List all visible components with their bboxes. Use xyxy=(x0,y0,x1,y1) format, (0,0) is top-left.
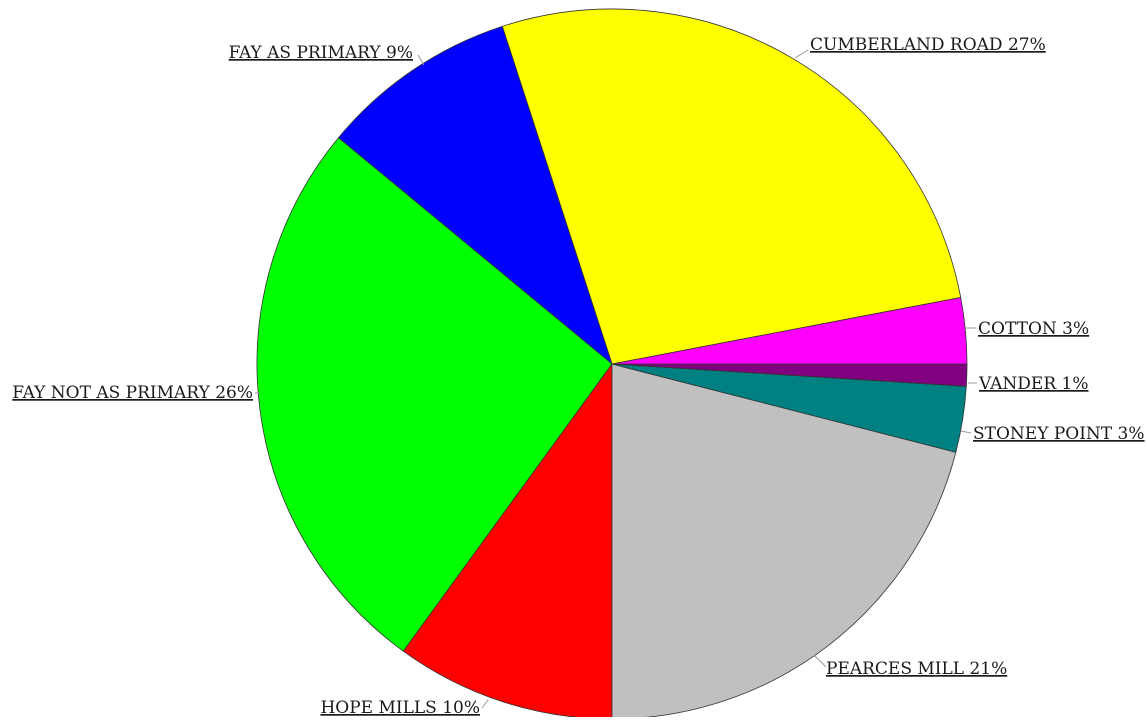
pie-slice-fay-not-as-primary xyxy=(256,137,613,652)
pie-slice-cotton xyxy=(611,297,968,365)
slice-label-fay-as-primary: FAY AS PRIMARY 9% xyxy=(229,43,413,63)
leader-line-cumberland-road xyxy=(794,49,809,59)
slice-label-cotton: COTTON 3% xyxy=(978,319,1089,339)
slice-label-stoney-point: STONEY POINT 3% xyxy=(973,424,1145,444)
pie-slice-cumberland-road xyxy=(501,8,962,365)
leader-line-hope-mills xyxy=(481,699,489,709)
pie-slice-pearces-mill xyxy=(611,363,957,720)
leader-line-fay-as-primary xyxy=(417,54,425,66)
slices-layer xyxy=(256,8,968,720)
leader-lines-layer xyxy=(255,49,977,709)
slice-label-cumberland-road: CUMBERLAND ROAD 27% xyxy=(810,35,1046,55)
labels-layer: CUMBERLAND ROAD 27% FAY AS PRIMARY 9% FAY … xyxy=(12,35,1145,718)
slice-label-vander: VANDER 1% xyxy=(978,374,1089,394)
slice-label-fay-not-as-primary: FAY NOT AS PRIMARY 26% xyxy=(12,383,253,403)
slice-label-hope-mills: HOPE MILLS 10% xyxy=(320,698,480,717)
leader-line-stoney-point xyxy=(960,430,972,434)
leader-line-pearces-mill xyxy=(813,654,827,668)
slice-label-pearces-mill: PEARCES MILL 21% xyxy=(826,659,1007,679)
pie-slice-fay-as-primary xyxy=(337,25,613,366)
